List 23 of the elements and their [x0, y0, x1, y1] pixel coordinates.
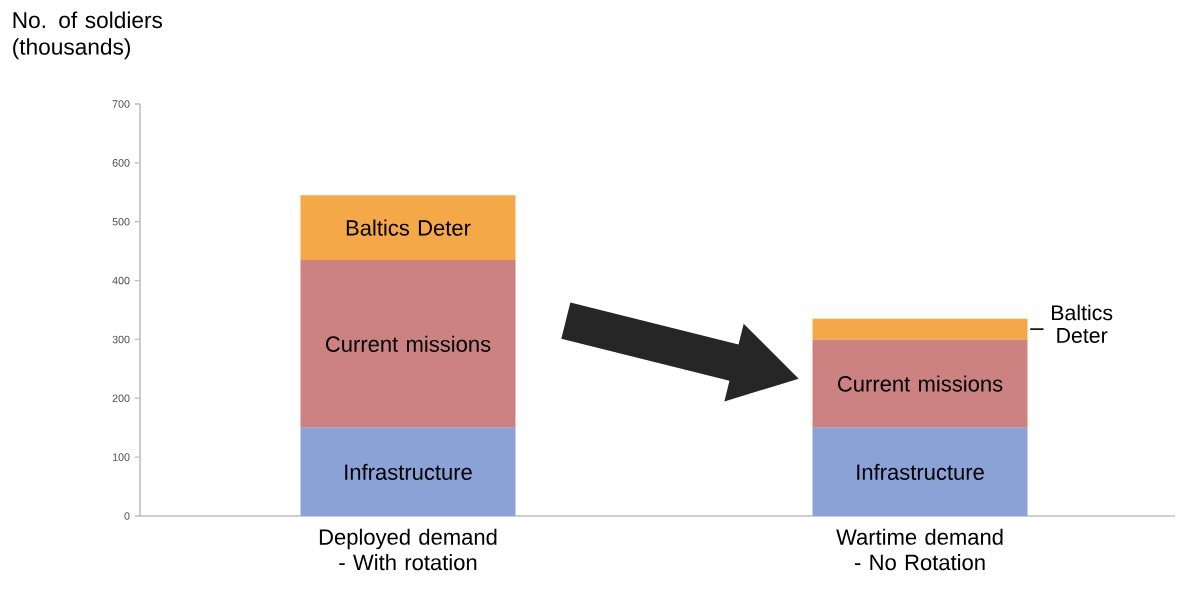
- series-label: Current missions: [838, 375, 1003, 392]
- bar: [812, 339, 1028, 428]
- x-tick-label: Wartime demand - No Rotation: [836, 528, 1003, 571]
- series-label: Infrastructure: [345, 463, 472, 480]
- bar: [300, 195, 516, 260]
- bar: [812, 427, 1028, 516]
- x-tick-label: Deployed demand - With rotation: [319, 528, 497, 571]
- y-tick-label: 400: [112, 276, 130, 285]
- y-tick-label: 100: [112, 453, 130, 461]
- text: Baltics Deter: [1051, 304, 1113, 343]
- bar: [300, 259, 516, 428]
- bar: [812, 318, 1028, 340]
- text: Current missions: [325, 335, 491, 352]
- y-tick-label: 500: [112, 217, 130, 226]
- y-tick-label: 0: [124, 512, 130, 520]
- y-tick-label: 200: [112, 394, 130, 403]
- y-tick-label: 600: [112, 159, 130, 167]
- series-label: Baltics Deter: [346, 219, 471, 236]
- text: Infrastructure: [857, 463, 984, 480]
- y-tick-label: 300: [112, 335, 130, 344]
- y-axis-title: No. of soldiers (thousands): [13, 11, 163, 60]
- y-tick-label: 700: [112, 100, 130, 108]
- bar: [300, 427, 516, 516]
